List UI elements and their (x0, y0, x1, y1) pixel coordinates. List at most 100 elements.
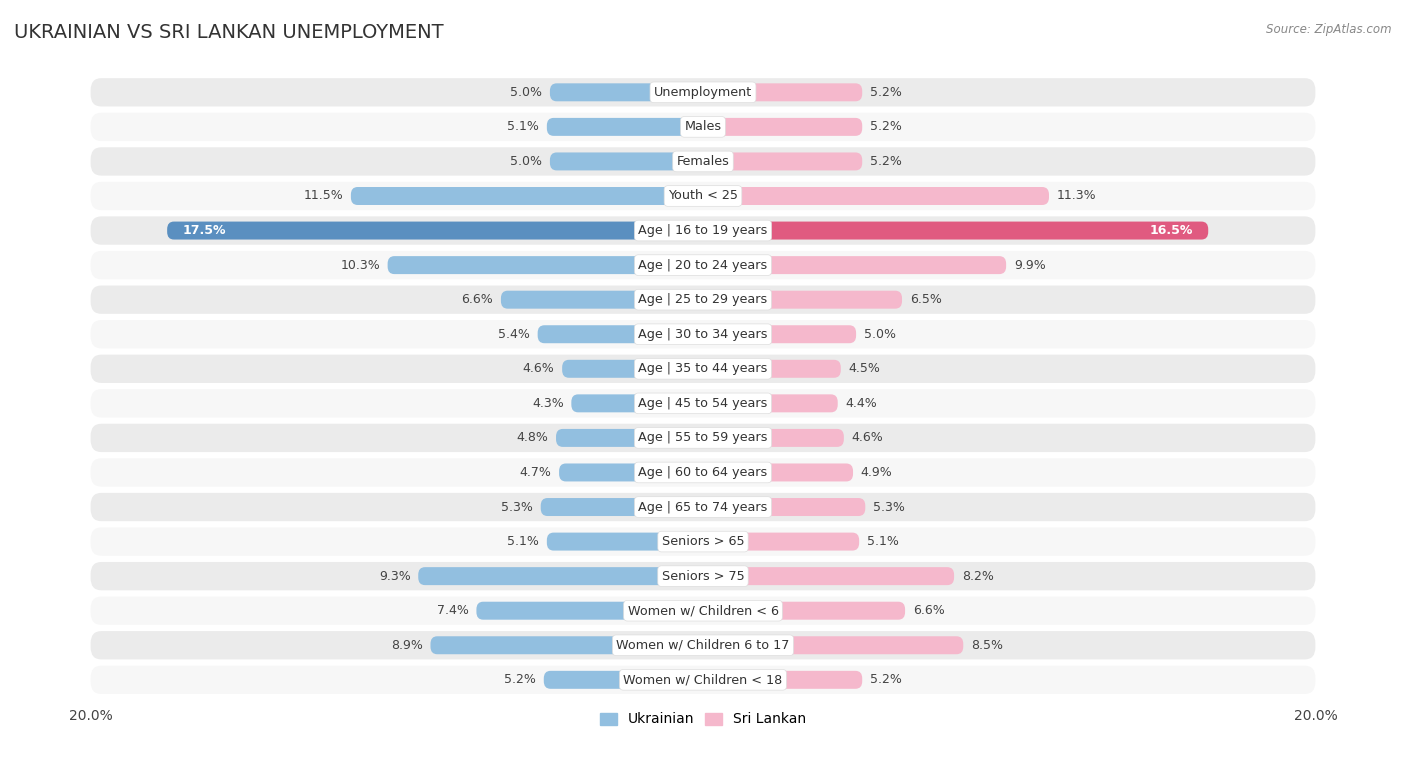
FancyBboxPatch shape (537, 326, 703, 343)
Text: 5.2%: 5.2% (870, 120, 901, 133)
Text: 17.5%: 17.5% (183, 224, 226, 237)
Text: 6.5%: 6.5% (910, 293, 942, 306)
FancyBboxPatch shape (90, 458, 1316, 487)
Text: Age | 16 to 19 years: Age | 16 to 19 years (638, 224, 768, 237)
Text: 5.2%: 5.2% (870, 673, 901, 687)
FancyBboxPatch shape (90, 631, 1316, 659)
FancyBboxPatch shape (703, 429, 844, 447)
Text: Age | 65 to 74 years: Age | 65 to 74 years (638, 500, 768, 513)
Text: 5.2%: 5.2% (870, 155, 901, 168)
FancyBboxPatch shape (388, 256, 703, 274)
Text: 4.8%: 4.8% (516, 431, 548, 444)
Text: 4.7%: 4.7% (520, 466, 551, 479)
FancyBboxPatch shape (703, 256, 1007, 274)
FancyBboxPatch shape (418, 567, 703, 585)
Text: 5.3%: 5.3% (501, 500, 533, 513)
Text: Age | 25 to 29 years: Age | 25 to 29 years (638, 293, 768, 306)
FancyBboxPatch shape (501, 291, 703, 309)
FancyBboxPatch shape (90, 493, 1316, 521)
FancyBboxPatch shape (477, 602, 703, 620)
FancyBboxPatch shape (90, 597, 1316, 625)
FancyBboxPatch shape (167, 222, 703, 239)
Text: Age | 45 to 54 years: Age | 45 to 54 years (638, 397, 768, 410)
FancyBboxPatch shape (550, 83, 703, 101)
FancyBboxPatch shape (703, 602, 905, 620)
FancyBboxPatch shape (90, 562, 1316, 590)
Text: Males: Males (685, 120, 721, 133)
Text: 4.3%: 4.3% (531, 397, 564, 410)
FancyBboxPatch shape (562, 360, 703, 378)
Text: 10.3%: 10.3% (340, 259, 380, 272)
Text: 5.3%: 5.3% (873, 500, 905, 513)
FancyBboxPatch shape (703, 637, 963, 654)
Text: Age | 60 to 64 years: Age | 60 to 64 years (638, 466, 768, 479)
Text: Age | 30 to 34 years: Age | 30 to 34 years (638, 328, 768, 341)
FancyBboxPatch shape (430, 637, 703, 654)
Text: 11.3%: 11.3% (1057, 189, 1097, 202)
Text: 5.2%: 5.2% (505, 673, 536, 687)
FancyBboxPatch shape (90, 424, 1316, 452)
Legend: Ukrainian, Sri Lankan: Ukrainian, Sri Lankan (595, 707, 811, 732)
FancyBboxPatch shape (703, 187, 1049, 205)
Text: 4.9%: 4.9% (860, 466, 893, 479)
FancyBboxPatch shape (90, 78, 1316, 107)
Text: 5.1%: 5.1% (868, 535, 898, 548)
FancyBboxPatch shape (703, 463, 853, 481)
FancyBboxPatch shape (703, 222, 1208, 239)
Text: Women w/ Children 6 to 17: Women w/ Children 6 to 17 (616, 639, 790, 652)
Text: 4.6%: 4.6% (523, 363, 554, 375)
FancyBboxPatch shape (352, 187, 703, 205)
Text: 8.9%: 8.9% (391, 639, 423, 652)
FancyBboxPatch shape (703, 118, 862, 136)
FancyBboxPatch shape (90, 320, 1316, 348)
Text: 5.2%: 5.2% (870, 86, 901, 99)
FancyBboxPatch shape (703, 671, 862, 689)
Text: 9.9%: 9.9% (1014, 259, 1046, 272)
FancyBboxPatch shape (90, 217, 1316, 245)
FancyBboxPatch shape (90, 182, 1316, 210)
FancyBboxPatch shape (703, 498, 865, 516)
Text: UKRAINIAN VS SRI LANKAN UNEMPLOYMENT: UKRAINIAN VS SRI LANKAN UNEMPLOYMENT (14, 23, 444, 42)
FancyBboxPatch shape (90, 389, 1316, 418)
Text: 5.0%: 5.0% (510, 86, 543, 99)
Text: 4.5%: 4.5% (848, 363, 880, 375)
Text: 7.4%: 7.4% (437, 604, 468, 617)
Text: Seniors > 65: Seniors > 65 (662, 535, 744, 548)
FancyBboxPatch shape (703, 326, 856, 343)
Text: Women w/ Children < 18: Women w/ Children < 18 (623, 673, 783, 687)
FancyBboxPatch shape (703, 83, 862, 101)
Text: 8.2%: 8.2% (962, 570, 994, 583)
Text: 8.5%: 8.5% (972, 639, 1002, 652)
Text: 16.5%: 16.5% (1150, 224, 1192, 237)
FancyBboxPatch shape (90, 354, 1316, 383)
FancyBboxPatch shape (555, 429, 703, 447)
Text: 6.6%: 6.6% (461, 293, 494, 306)
Text: 5.0%: 5.0% (863, 328, 896, 341)
FancyBboxPatch shape (703, 567, 955, 585)
Text: 4.6%: 4.6% (852, 431, 883, 444)
Text: 5.0%: 5.0% (510, 155, 543, 168)
FancyBboxPatch shape (547, 533, 703, 550)
Text: Source: ZipAtlas.com: Source: ZipAtlas.com (1267, 23, 1392, 36)
FancyBboxPatch shape (544, 671, 703, 689)
FancyBboxPatch shape (90, 148, 1316, 176)
FancyBboxPatch shape (703, 533, 859, 550)
Text: Females: Females (676, 155, 730, 168)
FancyBboxPatch shape (703, 394, 838, 413)
FancyBboxPatch shape (541, 498, 703, 516)
Text: Women w/ Children < 6: Women w/ Children < 6 (627, 604, 779, 617)
Text: 5.1%: 5.1% (508, 535, 538, 548)
Text: 5.4%: 5.4% (498, 328, 530, 341)
FancyBboxPatch shape (90, 665, 1316, 694)
FancyBboxPatch shape (547, 118, 703, 136)
FancyBboxPatch shape (703, 360, 841, 378)
FancyBboxPatch shape (560, 463, 703, 481)
Text: 9.3%: 9.3% (378, 570, 411, 583)
FancyBboxPatch shape (571, 394, 703, 413)
Text: 6.6%: 6.6% (912, 604, 945, 617)
Text: Age | 55 to 59 years: Age | 55 to 59 years (638, 431, 768, 444)
FancyBboxPatch shape (550, 152, 703, 170)
FancyBboxPatch shape (90, 528, 1316, 556)
Text: Unemployment: Unemployment (654, 86, 752, 99)
FancyBboxPatch shape (90, 251, 1316, 279)
